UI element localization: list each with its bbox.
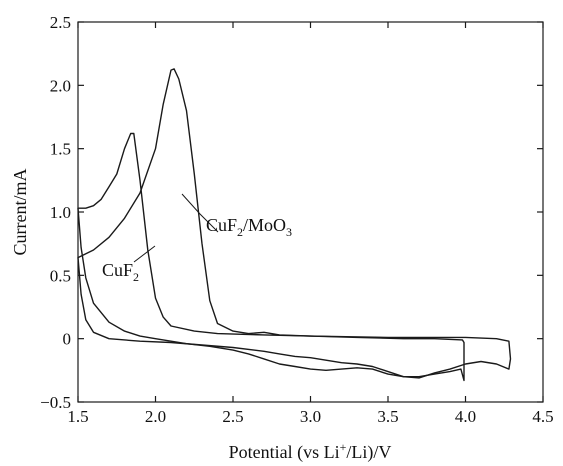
plot-frame — [77, 21, 544, 403]
y-tick-label: 2.0 — [50, 76, 71, 95]
series-cuf2-moo3-line — [77, 68, 512, 379]
leader-cuf2 — [133, 245, 156, 263]
series-cuf2-line — [77, 132, 465, 382]
axis-ticks: 1.5 2.0 2.5 3.0 3.5 4.0 4.5 −0.5 0 0.5 1.0 1.5 2.0 2.… — [40, 13, 553, 426]
y-tick-label: 1.5 — [50, 140, 71, 159]
x-tick-label: 2.0 — [145, 407, 166, 426]
y-axis-label: Current/mA — [10, 169, 30, 256]
leader-cuf2-moo3 — [181, 193, 219, 233]
series-group — [77, 68, 512, 382]
y-tick-label: 0 — [63, 330, 72, 349]
label-cuf2-moo3: CuF2/MoO3 — [206, 215, 292, 239]
x-tick-label: 4.0 — [455, 407, 476, 426]
x-tick-label: 3.0 — [300, 407, 321, 426]
x-tick-label: 2.5 — [222, 407, 243, 426]
y-tick-label: −0.5 — [40, 393, 71, 412]
y-tick-label: 2.5 — [50, 13, 71, 32]
label-cuf2: CuF2 — [102, 260, 139, 284]
y-tick-label: 1.0 — [50, 203, 71, 222]
x-tick-label: 4.5 — [532, 407, 553, 426]
y-tick-label: 0.5 — [50, 266, 71, 285]
x-tick-label: 3.5 — [377, 407, 398, 426]
x-tick-label: 1.5 — [67, 407, 88, 426]
x-axis-label: Potential (vs Li+/Li)/V — [229, 440, 392, 463]
